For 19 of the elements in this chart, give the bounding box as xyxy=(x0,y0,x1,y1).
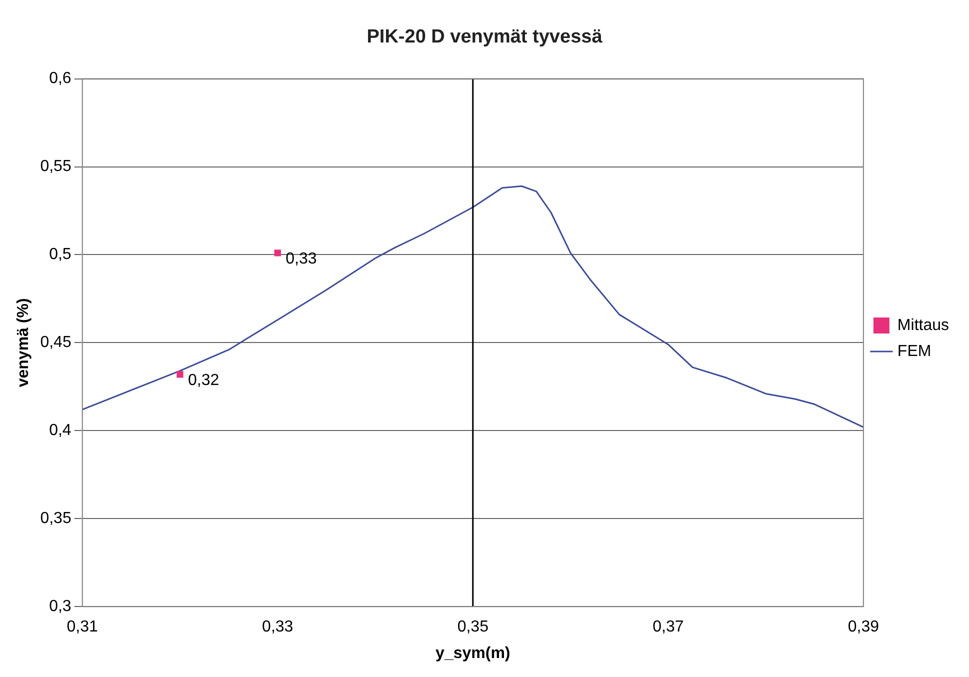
chart-title: PIK-20 D venymät tyvessä xyxy=(366,26,603,48)
x-axis-title: y_sym(m) xyxy=(436,644,510,662)
y-tick-label: 0,4 xyxy=(49,422,72,440)
x-tick-label: 0,31 xyxy=(66,618,98,636)
legend-label: Mittaus xyxy=(897,316,950,334)
x-tick-label: 0,39 xyxy=(848,618,880,636)
x-tick-label: 0,35 xyxy=(457,618,489,636)
annotation: 0,32 xyxy=(188,372,220,389)
legend-label: FEM xyxy=(897,342,932,360)
x-tick-label: 0,33 xyxy=(262,618,294,636)
x-tick-label: 0,37 xyxy=(652,618,684,636)
y-tick-label: 0,5 xyxy=(49,246,72,264)
y-axis-title: venymä (%) xyxy=(15,298,32,388)
y-tick-label: 0,45 xyxy=(40,334,72,352)
y-tick-label: 0,3 xyxy=(49,598,72,616)
y-tick-label: 0,6 xyxy=(49,70,72,88)
y-tick-label: 0,35 xyxy=(40,510,72,528)
y-tick-label: 0,55 xyxy=(40,158,72,176)
annotation: 0,33 xyxy=(286,250,317,268)
